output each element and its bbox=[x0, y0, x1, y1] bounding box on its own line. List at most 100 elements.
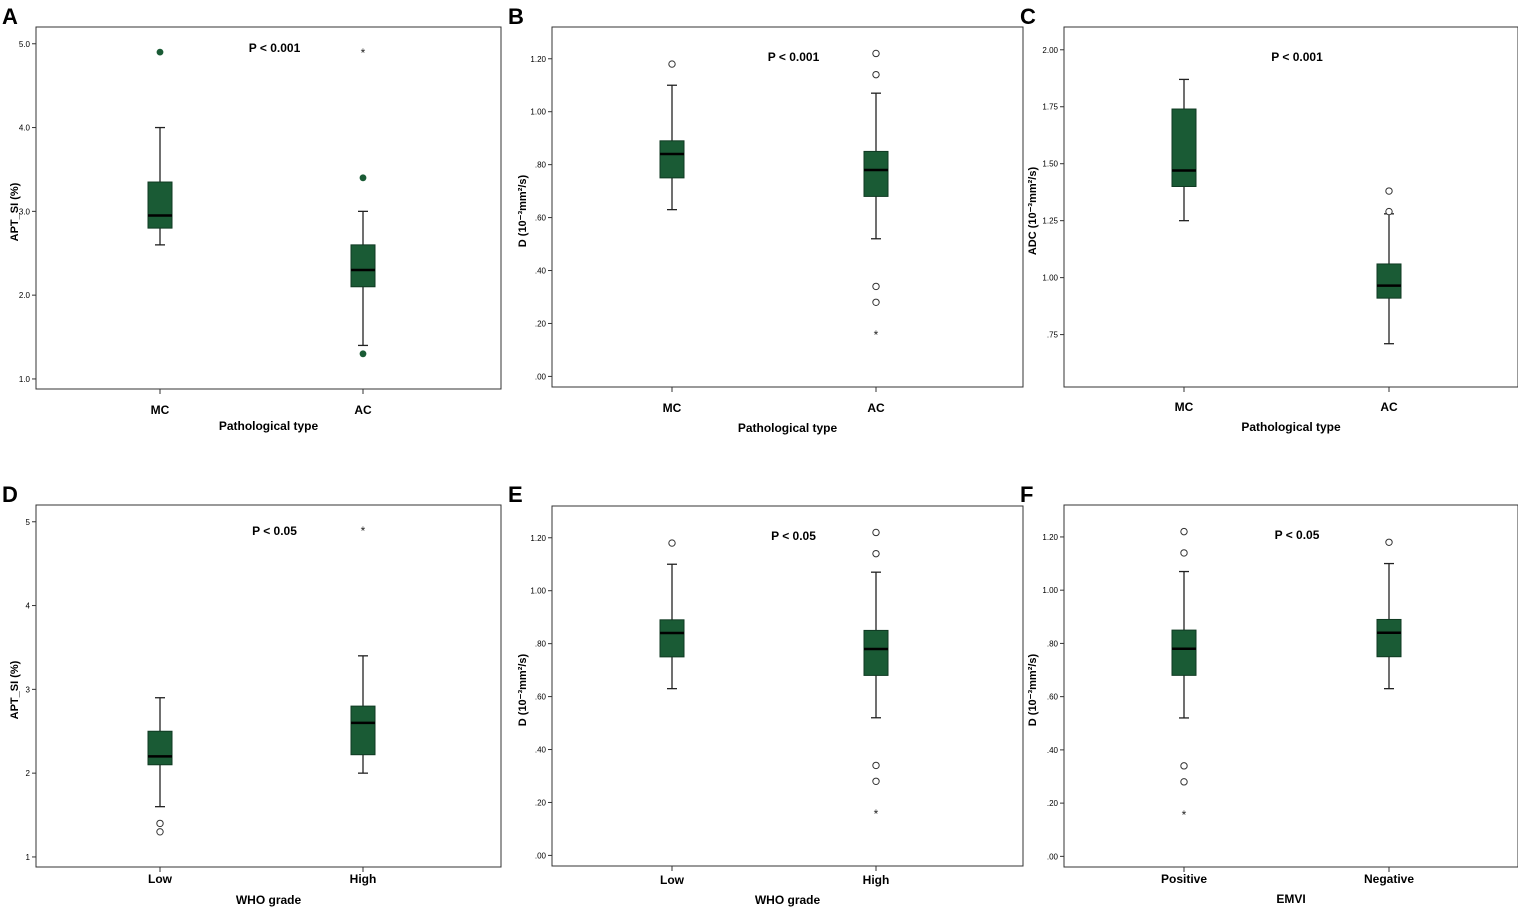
y-axis-label: ADC (10⁻³mm²/s) bbox=[1027, 167, 1039, 256]
iqr-box bbox=[350, 244, 376, 288]
y-tick-label: .75 bbox=[1047, 331, 1059, 340]
outlier-marker bbox=[872, 298, 880, 306]
outlier-marker bbox=[1180, 778, 1188, 786]
iqr-box bbox=[863, 150, 889, 197]
box-ac: AC * bbox=[863, 49, 889, 415]
category-label: MC bbox=[151, 403, 170, 417]
panel-d: D 1 2 3 4 5 APT_SI (%) WHO grade P < 0.05 Low High… bbox=[2, 482, 502, 907]
category-label: Low bbox=[148, 872, 173, 886]
panel-b: B .00 .20 .40 .60 .80 1.00 1.20 D (10⁻³mm²/s) Pat… bbox=[508, 4, 1024, 435]
iqr-box bbox=[1376, 618, 1402, 658]
x-axis-label: WHO grade bbox=[755, 893, 821, 907]
p-value-annotation: P < 0.05 bbox=[252, 524, 297, 538]
category-label: AC bbox=[867, 401, 885, 415]
x-axis-label: WHO grade bbox=[236, 893, 302, 907]
plot-frame bbox=[551, 26, 1024, 388]
iqr-box bbox=[659, 140, 685, 179]
category-label: AC bbox=[1380, 400, 1398, 414]
plot-frame bbox=[551, 505, 1024, 867]
y-tick-label: 2.00 bbox=[1042, 46, 1058, 55]
x-axis-label: Pathological type bbox=[738, 421, 838, 435]
iqr-box bbox=[1376, 263, 1402, 299]
y-tick-label: .20 bbox=[535, 319, 547, 328]
y-tick-label: 1.20 bbox=[530, 534, 546, 543]
panel-letter: C bbox=[1020, 4, 1036, 29]
plot-frame bbox=[1063, 504, 1518, 868]
x-axis-label: Pathological type bbox=[1241, 420, 1341, 434]
outlier-marker bbox=[156, 819, 164, 828]
panel-letter: D bbox=[2, 482, 18, 507]
plot-frame bbox=[35, 504, 502, 868]
p-value-annotation: P < 0.001 bbox=[1271, 50, 1323, 64]
y-tick-label: .60 bbox=[1047, 693, 1059, 702]
y-tick-label: 2.0 bbox=[19, 291, 31, 300]
panel-c: C .75 1.00 1.25 1.50 1.75 2.00 ADC (10⁻³mm²/s) P… bbox=[1020, 4, 1518, 434]
y-tick-label: .60 bbox=[535, 693, 547, 702]
y-tick-label: .80 bbox=[535, 640, 547, 649]
y-tick-label: 1.0 bbox=[19, 375, 31, 384]
y-tick-label: 1.00 bbox=[1042, 586, 1058, 595]
panel-letter: E bbox=[508, 482, 523, 507]
outlier-marker bbox=[872, 282, 880, 291]
y-tick-label: .20 bbox=[535, 798, 547, 807]
y-tick-label: .60 bbox=[535, 214, 547, 223]
panel-letter: A bbox=[2, 4, 18, 29]
category-label: High bbox=[863, 873, 890, 887]
panel-e: E .00 .20 .40 .60 .80 1.00 1.20 D (10⁻³mm²/s) WHO… bbox=[508, 482, 1024, 907]
y-tick-label: 4.0 bbox=[19, 124, 31, 133]
outlier-marker bbox=[1385, 538, 1393, 546]
y-tick-label: .40 bbox=[535, 746, 547, 755]
box-ac: AC * bbox=[350, 46, 376, 417]
outlier-marker bbox=[359, 174, 367, 182]
y-tick-label: 1.75 bbox=[1042, 103, 1058, 112]
y-axis-label: D (10⁻³mm²/s) bbox=[517, 174, 529, 247]
box-ac: AC bbox=[1376, 187, 1402, 414]
outlier-marker bbox=[1180, 527, 1188, 536]
y-axis-label: APT_SI (%) bbox=[9, 182, 21, 241]
outlier-marker bbox=[1180, 549, 1188, 557]
plot-frame bbox=[1063, 26, 1518, 388]
category-label: AC bbox=[354, 403, 372, 417]
box-negative: Negative bbox=[1364, 538, 1414, 886]
extreme-outlier-marker: * bbox=[1182, 808, 1187, 822]
iqr-box bbox=[147, 181, 173, 229]
iqr-box bbox=[659, 619, 685, 658]
box-mc: MC bbox=[147, 48, 173, 417]
category-label: Low bbox=[660, 873, 685, 887]
panel-letter: F bbox=[1020, 482, 1033, 507]
iqr-box bbox=[350, 705, 376, 756]
outlier-marker bbox=[1385, 187, 1393, 195]
y-tick-label: .40 bbox=[535, 267, 547, 276]
x-axis-label: Pathological type bbox=[219, 419, 319, 433]
extreme-outlier-marker: * bbox=[874, 328, 879, 342]
y-axis-label: APT_SI (%) bbox=[9, 660, 21, 719]
y-tick-label: 1.00 bbox=[530, 587, 546, 596]
outlier-marker bbox=[872, 528, 880, 537]
y-tick-label: 3.0 bbox=[19, 207, 31, 216]
y-tick-label: 1.00 bbox=[530, 108, 546, 117]
extreme-outlier-marker: * bbox=[361, 524, 366, 538]
y-tick-label: 1 bbox=[26, 853, 31, 862]
y-tick-label: .00 bbox=[1047, 852, 1059, 861]
panel-f: F .00 .20 .40 .60 .80 1.00 1.20 D (10⁻³mm²/s) EMV… bbox=[1020, 482, 1518, 906]
outlier-marker bbox=[872, 549, 880, 558]
p-value-annotation: P < 0.05 bbox=[1275, 528, 1320, 542]
category-label: MC bbox=[663, 401, 682, 415]
category-label: MC bbox=[1175, 400, 1194, 414]
p-value-annotation: P < 0.001 bbox=[249, 41, 301, 55]
y-tick-label: .00 bbox=[535, 372, 547, 381]
p-value-annotation: P < 0.001 bbox=[768, 50, 820, 64]
iqr-box bbox=[863, 629, 889, 676]
x-axis-label: EMVI bbox=[1276, 892, 1305, 906]
outlier-marker bbox=[1180, 762, 1188, 770]
y-axis-label: D (10⁻³mm²/s) bbox=[517, 653, 529, 726]
outlier-marker bbox=[1385, 207, 1393, 216]
box-positive: Positive * bbox=[1161, 527, 1207, 886]
plot-frame bbox=[35, 26, 502, 390]
outlier-marker bbox=[872, 761, 880, 770]
box-low: Low bbox=[147, 697, 173, 886]
y-tick-label: .40 bbox=[1047, 746, 1059, 755]
y-tick-label: .80 bbox=[535, 161, 547, 170]
y-tick-label: 3 bbox=[26, 685, 31, 694]
y-tick-label: .80 bbox=[1047, 639, 1059, 648]
